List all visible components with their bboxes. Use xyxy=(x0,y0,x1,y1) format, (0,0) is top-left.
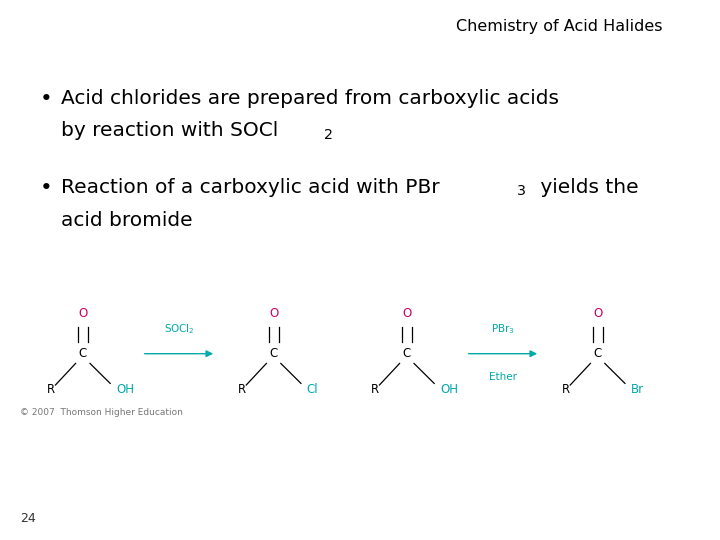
Text: O: O xyxy=(593,307,602,320)
Text: O: O xyxy=(78,307,87,320)
Text: Cl: Cl xyxy=(307,383,318,396)
Text: R: R xyxy=(47,383,55,396)
Text: R: R xyxy=(562,383,570,396)
Text: O: O xyxy=(402,307,411,320)
Text: 24: 24 xyxy=(20,512,36,525)
Text: $_3$: $_3$ xyxy=(516,179,526,198)
Text: acid bromide: acid bromide xyxy=(61,211,193,229)
Text: PBr$_3$: PBr$_3$ xyxy=(491,322,515,336)
Text: •: • xyxy=(40,178,53,198)
Text: Chemistry of Acid Halides: Chemistry of Acid Halides xyxy=(456,19,662,34)
Text: OH: OH xyxy=(116,383,134,396)
Text: C: C xyxy=(269,347,278,360)
Text: by reaction with SOCl: by reaction with SOCl xyxy=(61,122,279,140)
Text: Reaction of a carboxylic acid with PBr: Reaction of a carboxylic acid with PBr xyxy=(61,178,440,197)
Text: SOCl$_2$: SOCl$_2$ xyxy=(163,322,194,336)
Text: Br: Br xyxy=(631,383,644,396)
Text: Acid chlorides are prepared from carboxylic acids: Acid chlorides are prepared from carboxy… xyxy=(61,89,559,108)
Text: © 2007  Thomson Higher Education: © 2007 Thomson Higher Education xyxy=(20,408,183,417)
Text: OH: OH xyxy=(440,383,458,396)
Text: $_2$: $_2$ xyxy=(323,123,332,141)
Text: C: C xyxy=(593,347,602,360)
Text: O: O xyxy=(269,307,278,320)
Text: yields the: yields the xyxy=(534,178,638,197)
Text: R: R xyxy=(371,383,379,396)
Text: •: • xyxy=(40,89,53,109)
Text: R: R xyxy=(238,383,246,396)
Text: C: C xyxy=(78,347,87,360)
Text: C: C xyxy=(402,347,411,360)
Text: Ether: Ether xyxy=(489,372,517,382)
